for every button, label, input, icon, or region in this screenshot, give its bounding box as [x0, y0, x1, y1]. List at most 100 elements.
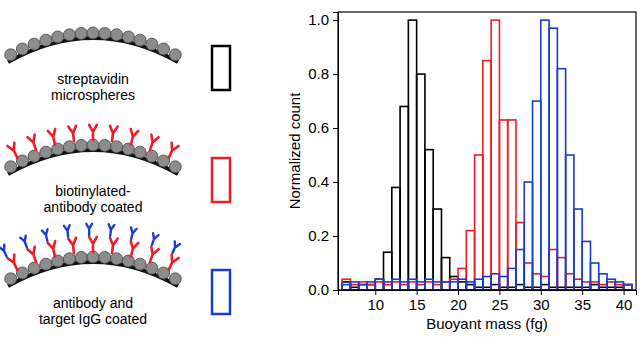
- histogram-bar: [433, 209, 441, 290]
- antibody-icon: [7, 143, 17, 158]
- streptavidin-bead: [134, 258, 146, 270]
- antibody-icon: [68, 238, 76, 253]
- histogram-bar: [566, 274, 574, 290]
- histogram-bar: [582, 241, 590, 290]
- x-tick-label: 10: [367, 296, 384, 313]
- streptavidin-bead: [40, 146, 52, 158]
- antibody-icon: [68, 126, 76, 141]
- legend-label: streptavidinmicrospheres: [51, 71, 135, 103]
- histogram-bar: [392, 282, 400, 290]
- histogram-bar: [375, 279, 383, 290]
- series-bars: [342, 20, 632, 290]
- histogram-bar: [607, 282, 615, 290]
- x-tick-label: 15: [409, 296, 426, 313]
- x-tick-label: 30: [533, 296, 550, 313]
- histogram-bar: [359, 282, 367, 290]
- histogram-bar: [533, 101, 541, 290]
- y-tick-mark: [333, 128, 338, 129]
- histogram-bar: [499, 277, 507, 290]
- histogram-bar: [425, 150, 433, 290]
- y-axis-line: [333, 13, 339, 291]
- streptavidin-bead: [122, 255, 134, 267]
- streptavidin-bead: [75, 251, 87, 263]
- bars: [342, 20, 632, 290]
- histogram-bar: [425, 279, 433, 290]
- y-tick-mark: [333, 20, 338, 21]
- target-igg-icon: [42, 229, 48, 241]
- target-igg-icon: [64, 225, 70, 237]
- histogram-bar: [516, 223, 524, 290]
- histogram-bar: [541, 20, 549, 290]
- streptavidin-bead: [52, 255, 64, 267]
- streptavidin-bead: [5, 273, 17, 285]
- histogram-bar: [541, 277, 549, 290]
- legend-item: antibody andtarget IgG coated: [0, 224, 230, 327]
- target-igg-icon: [20, 236, 26, 248]
- y-tick: 0.8: [308, 65, 338, 82]
- histogram-bar: [375, 282, 383, 290]
- histogram-bar: [549, 28, 557, 290]
- streptavidin-bead: [5, 49, 17, 61]
- legend-label: biotinylated-antibody coated: [44, 183, 143, 215]
- y-tick-label: 0.4: [308, 173, 329, 190]
- streptavidin-bead: [134, 34, 146, 46]
- x-tick: 20: [450, 290, 467, 313]
- histogram-bar: [384, 282, 392, 290]
- y-tick: 0.2: [308, 227, 338, 244]
- streptavidin-bead: [169, 161, 181, 173]
- histogram-bar: [491, 285, 499, 290]
- histogram-bar: [599, 285, 607, 290]
- y-tick-label: 0.2: [308, 227, 329, 244]
- x-tick-mark: [417, 290, 418, 295]
- x-tick-mark: [624, 290, 625, 295]
- antibody-icon: [169, 143, 179, 158]
- histogram-bar: [483, 61, 491, 290]
- antibody-icon: [131, 241, 138, 257]
- histogram-bar: [491, 20, 499, 290]
- y-tick-label: 0.0: [308, 281, 329, 298]
- legend-label-line: target IgG coated: [39, 311, 147, 327]
- histogram-bar: [508, 120, 516, 290]
- antibody-icon: [48, 129, 55, 145]
- streptavidin-bead: [28, 150, 40, 162]
- streptavidin-bead: [146, 262, 158, 274]
- antibody-icon: [27, 247, 36, 262]
- x-tick: 15: [409, 290, 426, 313]
- histogram-bar: [566, 155, 574, 290]
- histogram-bar: [590, 285, 598, 290]
- antibody-icon: [89, 237, 97, 252]
- streptavidin-bead: [158, 43, 170, 55]
- streptavidin-bead: [146, 38, 158, 50]
- streptavidin-bead: [99, 27, 111, 39]
- streptavidin-bead: [75, 139, 87, 151]
- x-tick-mark: [375, 290, 376, 295]
- y-tick-mark: [333, 290, 338, 291]
- x-tick: 35: [574, 290, 591, 313]
- legend: streptavidinmicrospheres biotinylated-ant…: [0, 27, 230, 327]
- histogram-bar: [516, 250, 524, 290]
- target-igg-icon: [131, 227, 137, 239]
- histogram-bar: [466, 285, 474, 290]
- histogram-bar: [524, 182, 532, 290]
- histogram-bar: [417, 74, 425, 290]
- legend-item: biotinylated-antibody coated: [5, 125, 230, 215]
- histogram-bar: [615, 282, 623, 290]
- antibody-icon: [7, 255, 17, 270]
- streptavidin-bead: [63, 141, 75, 153]
- antibody-icon: [150, 247, 159, 262]
- histogram-bar: [475, 155, 483, 290]
- streptavidin-bead: [146, 150, 158, 162]
- histogram-bar: [466, 231, 474, 290]
- histogram-bar: [433, 282, 441, 290]
- histogram-bar: [458, 282, 466, 290]
- x-tick: 30: [533, 290, 550, 313]
- series-bars: [342, 20, 632, 290]
- histogram-bar: [417, 285, 425, 290]
- histogram-bar: [392, 279, 400, 290]
- legend-swatch: [212, 46, 230, 90]
- y-axis-title: Normalized count: [286, 92, 303, 210]
- antibody-icon: [27, 135, 36, 150]
- streptavidin-bead: [111, 253, 123, 265]
- microsphere-surface: [8, 150, 178, 174]
- histogram-bar: [549, 250, 557, 290]
